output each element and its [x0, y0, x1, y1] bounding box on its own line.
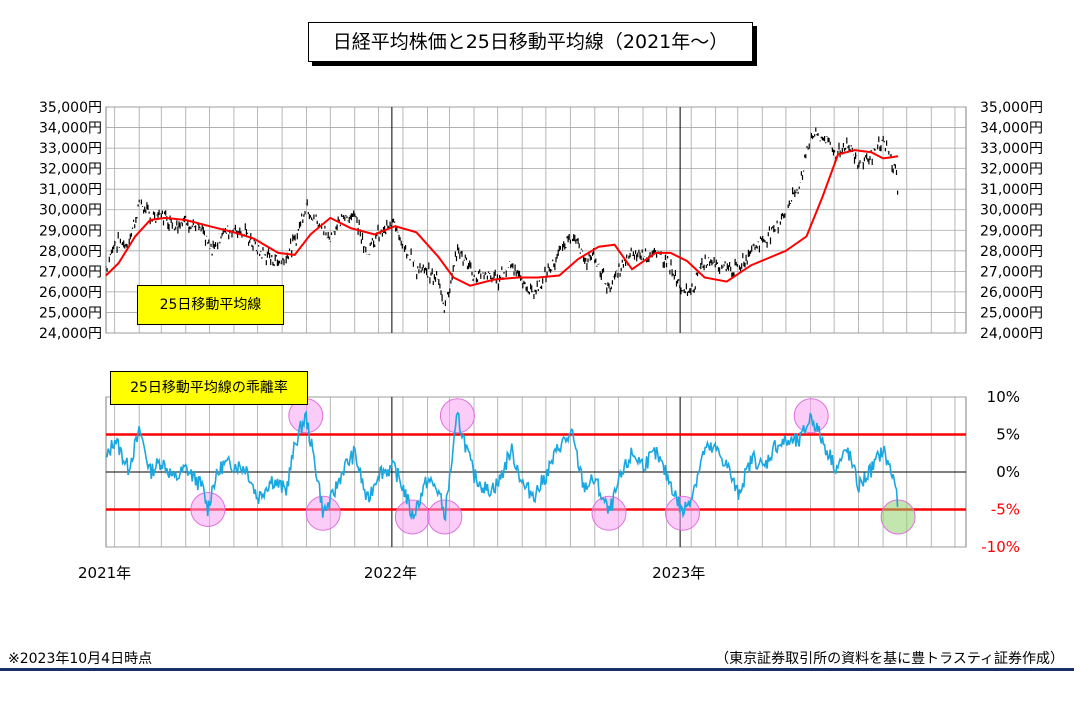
price-y-tick-left: 27,000円: [39, 264, 102, 280]
price-y-tick-right: 29,000円: [980, 223, 1043, 239]
price-y-tick-right: 26,000円: [980, 285, 1043, 301]
deviation-y-tick: -5%: [991, 501, 1020, 519]
footnote-right: （東京証券取引所の資料を基に豊トラスティ証券作成）: [715, 651, 1064, 667]
price-y-tick-left: 35,000円: [39, 100, 102, 116]
deviation-line: [105, 409, 899, 522]
price-y-tick-left: 30,000円: [39, 203, 102, 219]
price-y-tick-right: 32,000円: [980, 162, 1043, 178]
deviation-highlight: [439, 398, 475, 434]
price-y-ticks: 35,000円 35,000円 34,000円 34,000円 33,000円 33,00…: [39, 100, 1043, 342]
chart-title: 日経平均株価と25日移動平均線（2021年～）: [308, 22, 753, 62]
deviation-highlight: [591, 495, 627, 531]
deviation-y-tick: 5%: [996, 426, 1020, 444]
x-tick-label: 2022年: [364, 564, 417, 582]
deviation-y-tick: 0%: [996, 463, 1020, 481]
price-y-tick-left: 34,000円: [39, 121, 102, 137]
price-y-tick-right: 28,000円: [980, 244, 1043, 260]
price-y-tick-right: 25,000円: [980, 305, 1043, 321]
deviation-grid: [105, 396, 967, 548]
price-y-tick-left: 29,000円: [39, 223, 102, 239]
ma25-line: [105, 149, 899, 287]
ma25-label: 25日移動平均線: [137, 285, 284, 325]
deviation-y-tick: -10%: [981, 538, 1020, 556]
price-y-tick-left: 26,000円: [39, 285, 102, 301]
price-y-tick-right: 35,000円: [980, 100, 1043, 116]
footnote-left: ※2023年10月4日時点: [8, 651, 153, 667]
price-y-tick-right: 24,000円: [980, 326, 1043, 342]
deviation-highlight: [880, 499, 916, 535]
price-y-tick-left: 33,000円: [39, 141, 102, 157]
bottom-rule: [0, 668, 1074, 671]
x-tick-labels: 2021年 2022年 2023年: [78, 564, 705, 582]
x-tick-label: 2023年: [652, 564, 705, 582]
price-y-tick-left: 24,000円: [39, 326, 102, 342]
price-y-tick-right: 34,000円: [980, 121, 1043, 137]
price-y-tick-right: 31,000円: [980, 182, 1043, 198]
price-y-tick-left: 32,000円: [39, 162, 102, 178]
deviation-y-tick: 10%: [987, 388, 1020, 406]
deviation-series: [105, 398, 916, 535]
price-series: [105, 127, 899, 313]
price-y-tick-right: 27,000円: [980, 264, 1043, 280]
x-tick-label: 2021年: [78, 564, 131, 582]
price-y-tick-right: 30,000円: [980, 203, 1043, 219]
price-y-tick-left: 25,000円: [39, 305, 102, 321]
price-y-tick-right: 33,000円: [980, 141, 1043, 157]
price-y-tick-left: 31,000円: [39, 182, 102, 198]
deviation-y-ticks: 10% 5% 0% -5% -10%: [981, 388, 1020, 556]
price-y-tick-left: 28,000円: [39, 244, 102, 260]
deviation-label: 25日移動平均線の乖離率: [110, 371, 308, 405]
